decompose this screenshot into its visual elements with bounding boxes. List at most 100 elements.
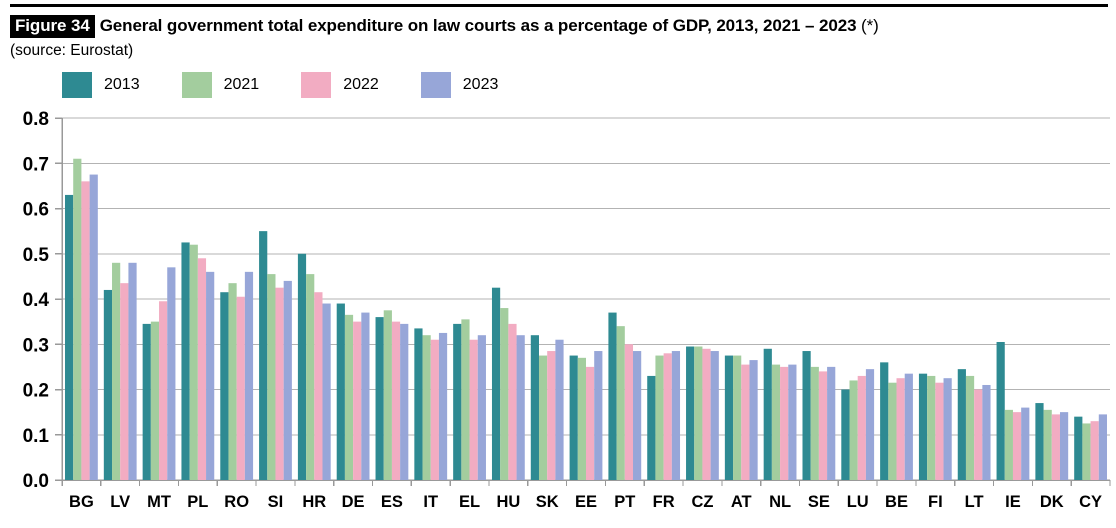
figure-number-badge: Figure 34	[10, 15, 95, 38]
source-note: (source: Eurostat)	[10, 42, 134, 59]
bar-NL-2023	[788, 364, 797, 480]
x-label-NL: NL	[769, 493, 791, 511]
bar-LT-2023	[982, 384, 991, 480]
bar-SI-2021	[267, 274, 276, 480]
legend-swatch-2023	[420, 72, 451, 98]
bar-RO-2013	[220, 292, 229, 480]
bar-AT-2023	[749, 360, 758, 480]
y-tick-label-0.2: 0.2	[23, 381, 49, 402]
bar-LT-2013	[957, 369, 966, 480]
legend-label-2021: 2021	[223, 76, 260, 93]
bar-IT-2013	[414, 328, 423, 480]
bar-SK-2022	[547, 351, 556, 480]
bar-PT-2021	[616, 326, 625, 480]
bar-ES-2023	[400, 323, 409, 480]
x-label-SK: SK	[536, 493, 559, 511]
bar-HR-2023	[322, 303, 331, 480]
x-label-FI: FI	[928, 493, 943, 511]
bar-BG-2021	[73, 158, 82, 481]
bar-CZ-2023	[710, 351, 719, 480]
bar-IT-2023	[438, 332, 448, 480]
bar-LV-2013	[103, 289, 113, 480]
figure-title-row: Figure 34 General government total expend…	[10, 15, 879, 38]
y-tick-label-0.3: 0.3	[23, 335, 49, 356]
bar-chart: 0.0 0.1 0.2 0.3 0.4 0.5 0.6 0.7 0.8 BG LV MT PL RO SI H…	[23, 109, 1111, 511]
bar-NL-2022	[780, 366, 789, 481]
x-label-CY: CY	[1079, 493, 1102, 511]
x-label-DE: DE	[342, 493, 365, 511]
bar-HU-2021	[500, 308, 509, 480]
bar-CY-2022	[1090, 421, 1099, 480]
x-label-FR: FR	[653, 493, 675, 511]
bar-MT-2022	[159, 301, 168, 480]
bar-BE-2022	[896, 378, 905, 480]
x-label-EE: EE	[575, 493, 597, 511]
figure-title-footnote-marker: (*)	[861, 16, 879, 35]
x-label-ES: ES	[381, 493, 403, 511]
bar-LU-2023	[865, 369, 875, 480]
bar-RO-2021	[228, 283, 237, 480]
bar-FI-2013	[918, 373, 928, 480]
bar-CZ-2022	[702, 348, 711, 480]
y-tick-label-0.0: 0.0	[23, 471, 49, 492]
bar-CZ-2021	[694, 346, 703, 480]
bar-DE-2022	[353, 321, 362, 480]
bar-PT-2023	[633, 351, 642, 480]
bar-EL-2021	[461, 319, 470, 480]
bar-HR-2013	[297, 253, 307, 480]
bar-MT-2023	[167, 267, 176, 480]
figure-title: General government total expenditure on …	[99, 16, 857, 35]
x-label-HU: HU	[496, 493, 520, 511]
bar-CY-2013	[1074, 416, 1083, 480]
bar-PT-2013	[608, 312, 617, 480]
y-tick-label-0.5: 0.5	[23, 245, 50, 266]
bar-MT-2021	[150, 321, 160, 480]
bar-SK-2023	[555, 339, 564, 480]
bar-BG-2022	[81, 181, 90, 480]
bar-AT-2022	[741, 364, 750, 480]
bar-PL-2021	[189, 244, 198, 480]
legend: 2013 2021 2022 2023	[62, 72, 498, 98]
bar-EE-2013	[569, 355, 578, 480]
bar-AT-2013	[724, 355, 734, 480]
bar-HU-2013	[491, 287, 501, 480]
x-label-LU: LU	[847, 493, 869, 511]
bar-DK-2013	[1035, 403, 1044, 480]
bar-HU-2022	[508, 323, 517, 480]
x-label-LV: LV	[110, 493, 130, 511]
bar-PL-2023	[206, 271, 215, 480]
bar-EE-2021	[577, 357, 586, 480]
bar-BE-2013	[880, 362, 889, 480]
bar-RO-2022	[236, 296, 245, 480]
x-label-IE: IE	[1005, 493, 1021, 511]
bar-DE-2021	[344, 314, 354, 480]
bar-LU-2022	[857, 375, 866, 480]
x-label-LT: LT	[965, 493, 984, 511]
bar-PL-2022	[197, 258, 207, 480]
legend-label-2013: 2013	[104, 76, 140, 93]
bar-FI-2021	[927, 375, 936, 480]
bar-IT-2021	[422, 335, 431, 480]
bar-DE-2013	[336, 303, 345, 480]
x-label-SE: SE	[808, 493, 830, 511]
x-label-IT: IT	[423, 493, 438, 511]
bar-CY-2021	[1082, 423, 1091, 480]
bar-HR-2022	[314, 292, 323, 480]
bar-IT-2022	[430, 339, 439, 480]
x-label-EL: EL	[459, 493, 480, 511]
x-label-BE: BE	[885, 493, 908, 511]
bar-IE-2023	[1021, 407, 1030, 480]
x-label-AT: AT	[731, 493, 752, 511]
bar-SE-2023	[827, 366, 836, 481]
bar-LU-2013	[841, 389, 850, 480]
bar-SE-2022	[818, 371, 828, 480]
bar-BE-2021	[888, 382, 897, 480]
legend-swatch-2021	[181, 72, 212, 98]
bar-IE-2013	[996, 341, 1005, 480]
bar-SE-2013	[802, 351, 811, 480]
legend-item-2013: 2013	[62, 72, 140, 98]
legend-swatch-2022	[301, 72, 332, 98]
top-rule	[10, 4, 1108, 7]
legend-label-2023: 2023	[462, 76, 499, 93]
bar-BG-2023	[89, 174, 98, 480]
